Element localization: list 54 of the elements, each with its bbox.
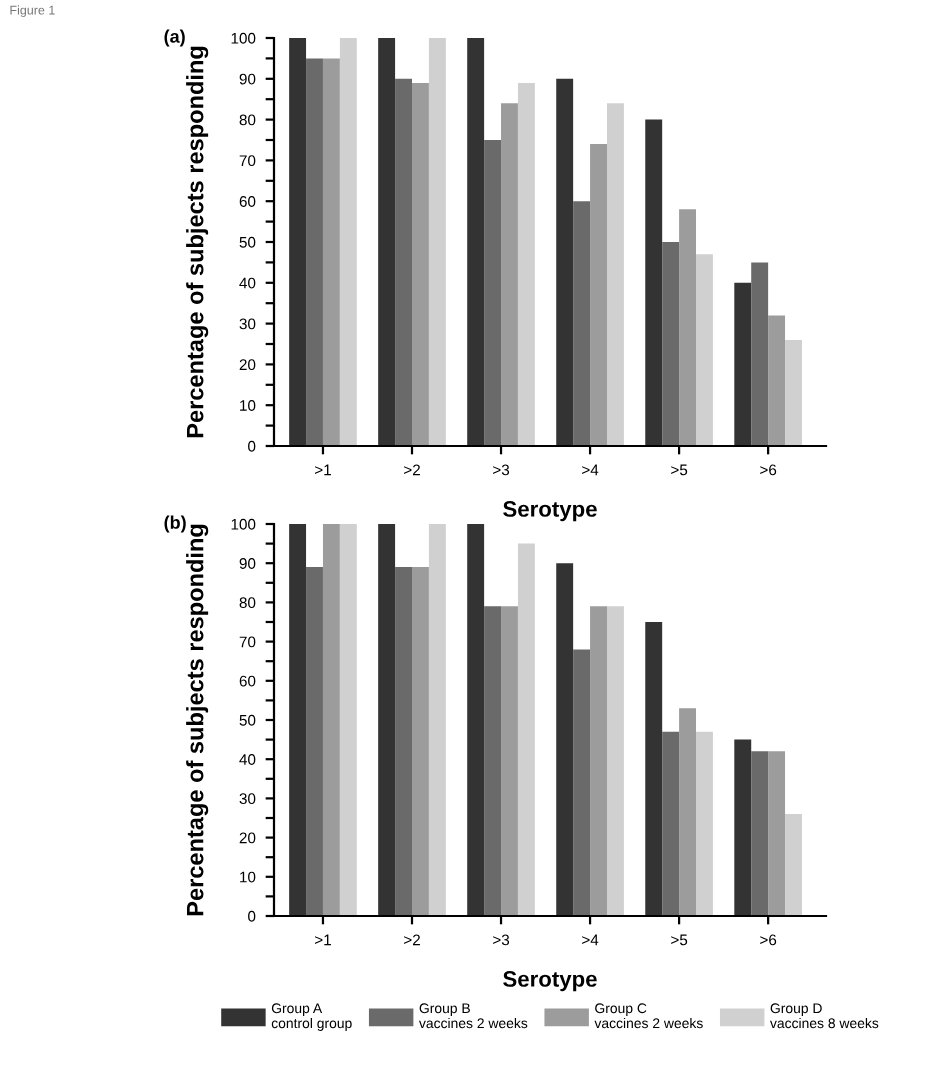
bar: [556, 563, 574, 916]
bar: [696, 731, 713, 916]
bar: [289, 38, 307, 446]
bar: [517, 543, 535, 916]
bar: [751, 262, 769, 446]
bar: [590, 606, 607, 916]
bar: [645, 622, 663, 916]
bar: [322, 58, 340, 446]
bar: [289, 524, 307, 916]
bar: [501, 103, 518, 446]
bar: [322, 524, 340, 916]
y-axis-title: Percentage of subjects responding: [186, 524, 209, 916]
bar: [378, 38, 396, 446]
bar: [662, 731, 680, 916]
bar: [751, 751, 769, 916]
bar: [412, 82, 429, 446]
bar: [484, 140, 502, 446]
bar: [573, 649, 591, 916]
bar: [606, 103, 624, 446]
bar: [606, 606, 624, 916]
bar: [662, 242, 680, 446]
bar: [679, 209, 697, 446]
bar: [484, 606, 502, 916]
chart-title: (b): [164, 515, 186, 533]
bar: [679, 708, 697, 916]
bar: [734, 282, 752, 446]
bar: [768, 315, 786, 446]
bar: [556, 78, 574, 446]
bar: [517, 82, 535, 446]
x-axis-title: Serotype: [503, 501, 597, 522]
bar: [734, 739, 752, 916]
bar: [428, 524, 446, 916]
bar: [645, 119, 663, 446]
chart-title: (a): [164, 29, 185, 47]
bar: [428, 38, 446, 446]
bar: [768, 751, 786, 916]
bar: [306, 567, 323, 916]
bar: [573, 201, 591, 446]
bar: [339, 524, 357, 916]
bar: [785, 339, 802, 446]
y-axis-title: Percentage of subjects responding: [186, 46, 209, 438]
x-axis-title: Serotype: [503, 971, 597, 992]
bar: [696, 254, 713, 446]
bar: [785, 814, 802, 916]
bar: [467, 524, 485, 916]
bar: [306, 58, 323, 446]
bar: [412, 567, 429, 916]
bar: [378, 524, 396, 916]
bar: [467, 38, 485, 446]
bar: [339, 38, 357, 446]
bar: [395, 567, 412, 916]
bar: [590, 144, 607, 446]
bar: [395, 78, 412, 446]
bar: [501, 606, 518, 916]
